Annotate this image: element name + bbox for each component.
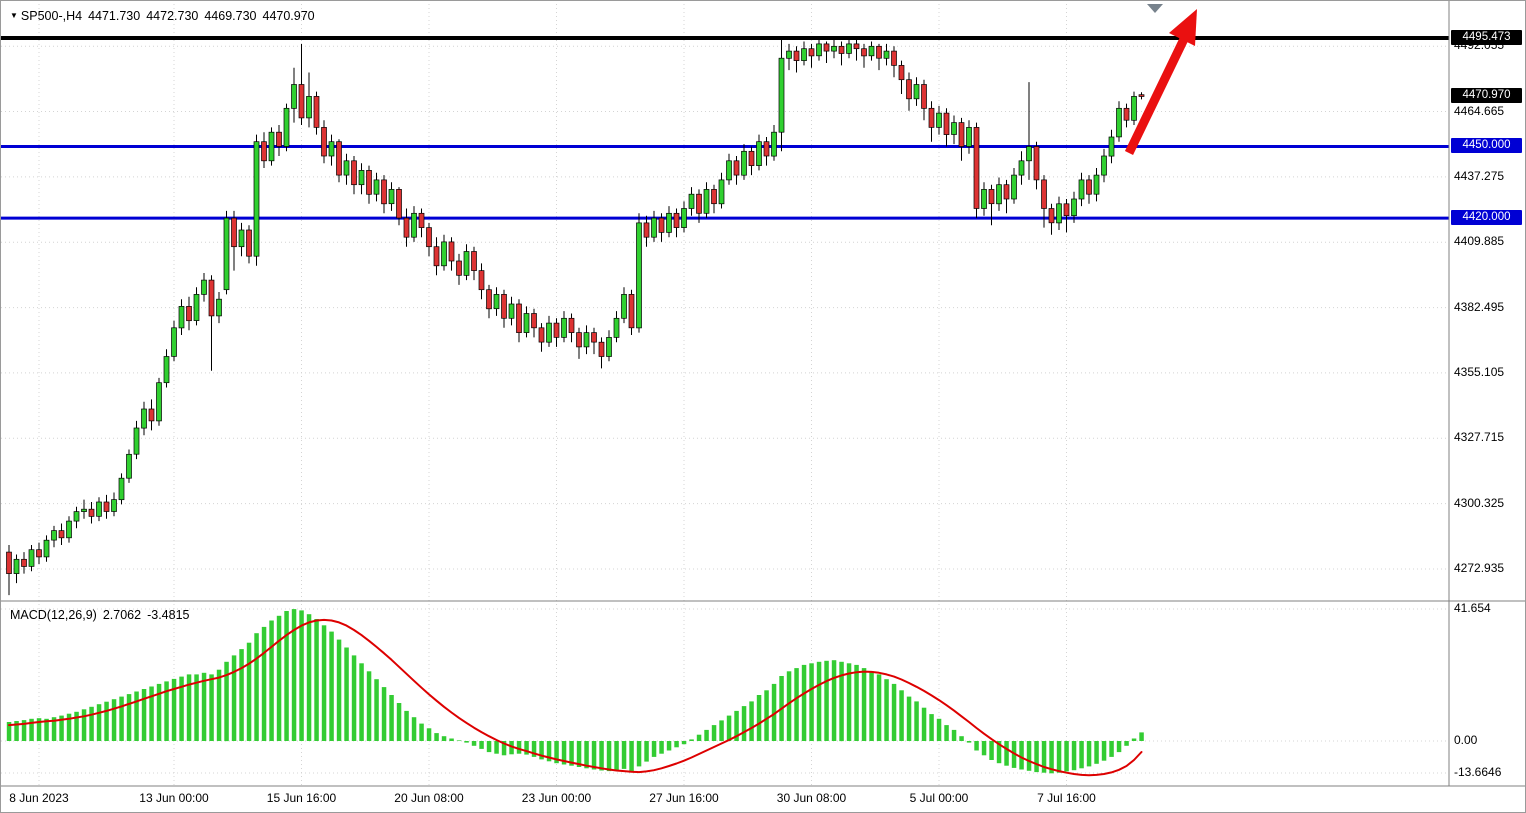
time-axis-label: 27 Jun 16:00 (649, 791, 719, 805)
time-axis-label: 23 Jun 00:00 (521, 791, 592, 805)
macd-histogram (6, 609, 1144, 774)
time-axis-label: 20 Jun 08:00 (394, 791, 464, 805)
macd-label: MACD(12,26,9) (10, 608, 97, 622)
macd-signal-value: -3.4815 (147, 608, 190, 622)
price-axis-box-label: 4420.000 (1451, 209, 1522, 225)
price-axis-label: 4409.885 (1454, 234, 1505, 249)
time-axis-label: 8 Jun 2023 (9, 791, 69, 805)
ohlc-readout: ▼ SP500-,H4 4471.730 4472.730 4469.730 4470.9… (10, 9, 321, 23)
time-axis-label: 15 Jun 16:00 (266, 791, 337, 805)
ohlc-close: 4470.970 (262, 9, 315, 23)
time-axis-label: 30 Jun 08:00 (776, 791, 847, 805)
price-axis-box-label: 4470.970 (1451, 87, 1522, 103)
ohlc-low: 4469.730 (204, 9, 257, 23)
macd-value: 2.7062 (102, 608, 142, 622)
grid (1, 4, 1449, 786)
price-axis-label: 4327.715 (1454, 430, 1505, 445)
symbol-period-label: SP500-,H4 (20, 9, 83, 23)
trend-arrow-head[interactable] (1169, 9, 1197, 46)
macd-readout: MACD(12,26,9) 2.7062 -3.4815 (10, 608, 195, 622)
ohlc-high: 4472.730 (146, 9, 199, 23)
macd-axis-label: -13.6646 (1454, 765, 1502, 779)
trend-arrow[interactable] (1124, 37, 1189, 155)
candles (6, 36, 1145, 596)
price-axis-label: 4437.275 (1454, 168, 1505, 183)
time-axis-label: 5 Jul 00:00 (909, 791, 969, 805)
price-axis-box-label: 4495.473 (1451, 29, 1522, 45)
ohlc-open: 4471.730 (88, 9, 141, 23)
time-axis-label: 13 Jun 00:00 (139, 791, 209, 805)
price-axis-label: 4355.105 (1454, 364, 1505, 379)
macd-axis-label: 41.654 (1454, 600, 1491, 615)
price-axis-box-label: 4450.000 (1451, 137, 1522, 153)
price-axis-label: 4464.665 (1454, 103, 1505, 118)
macd-axis-label: 0.00 (1454, 733, 1478, 747)
price-axis[interactable]: 4492.055 4464.665 4437.275 4409.885 4382.495… (1450, 1, 1525, 786)
price-axis-label: 4272.935 (1454, 560, 1505, 575)
price-axis-label: 4300.325 (1454, 495, 1505, 510)
macd-signal-line (8, 618, 1143, 777)
symbol-dropdown-icon[interactable]: ▼ (10, 11, 18, 20)
time-axis[interactable]: 8 Jun 2023 13 Jun 00:00 15 Jun 16:00 20 Jun… (1, 787, 1525, 812)
price-axis-label: 4382.495 (1454, 299, 1505, 314)
object-marker-triangle-icon[interactable] (1147, 4, 1163, 13)
time-axis-label: 7 Jul 16:00 (1037, 791, 1096, 805)
